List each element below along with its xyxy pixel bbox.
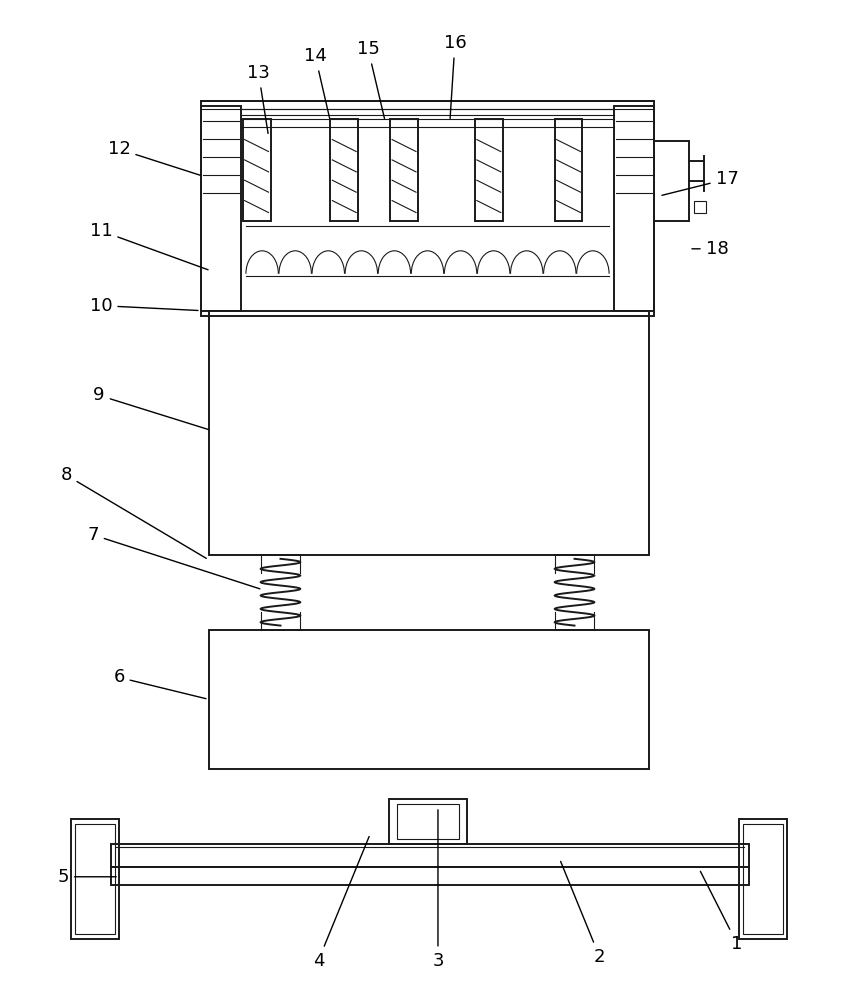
Text: 5: 5 bbox=[57, 868, 117, 886]
Text: 12: 12 bbox=[108, 140, 200, 175]
Bar bbox=[654, 141, 689, 221]
Bar bbox=[390, 119, 418, 221]
Bar bbox=[694, 201, 706, 213]
Text: 14: 14 bbox=[304, 47, 330, 119]
Text: 15: 15 bbox=[357, 40, 385, 119]
Text: 7: 7 bbox=[87, 526, 260, 589]
Bar bbox=[201, 106, 241, 311]
Bar bbox=[111, 844, 749, 867]
Text: 3: 3 bbox=[432, 810, 444, 970]
Bar bbox=[209, 630, 650, 769]
Text: 10: 10 bbox=[90, 297, 198, 315]
Text: 2: 2 bbox=[560, 861, 605, 966]
Bar bbox=[75, 824, 115, 934]
Bar bbox=[554, 119, 583, 221]
Text: 17: 17 bbox=[662, 170, 739, 195]
Bar bbox=[330, 119, 358, 221]
Bar bbox=[111, 867, 749, 885]
Bar bbox=[743, 824, 782, 934]
Text: 1: 1 bbox=[700, 871, 743, 953]
Bar bbox=[243, 119, 271, 221]
Bar bbox=[397, 804, 458, 839]
Text: 6: 6 bbox=[113, 668, 206, 699]
Bar bbox=[614, 106, 654, 311]
Bar bbox=[209, 311, 650, 555]
Bar bbox=[475, 119, 503, 221]
Text: 4: 4 bbox=[313, 836, 369, 970]
Text: 8: 8 bbox=[61, 466, 207, 558]
Bar bbox=[201, 101, 654, 316]
Text: 18: 18 bbox=[692, 240, 728, 258]
Bar bbox=[739, 819, 787, 939]
Text: 11: 11 bbox=[90, 222, 208, 270]
Bar bbox=[389, 799, 467, 844]
Bar bbox=[71, 819, 119, 939]
Text: 16: 16 bbox=[444, 34, 466, 118]
Text: 13: 13 bbox=[247, 64, 270, 133]
Text: 9: 9 bbox=[93, 386, 208, 429]
